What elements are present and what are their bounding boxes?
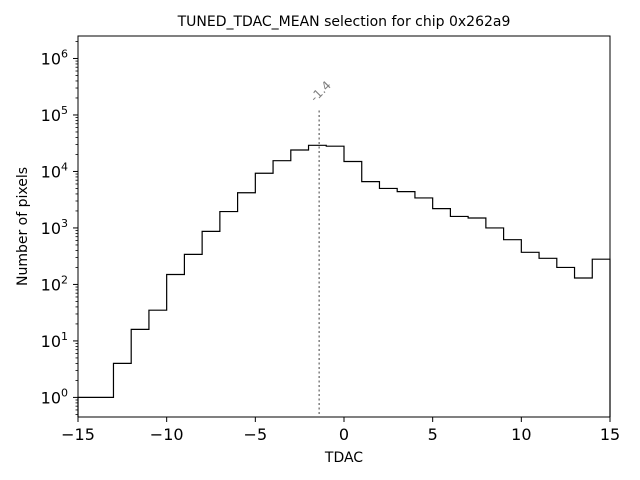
x-tick-label: 0: [339, 425, 349, 444]
x-tick-label: 5: [428, 425, 438, 444]
chart-title: TUNED_TDAC_MEAN selection for chip 0x262…: [177, 14, 511, 30]
y-tick-label: 105: [41, 104, 68, 125]
x-tick-label: 10: [511, 425, 531, 444]
y-tick-label: 100: [41, 386, 68, 407]
y-tick-label: 106: [41, 47, 68, 68]
y-axis-label: Number of pixels: [15, 167, 31, 286]
y-axis: 100 101 102 103 104 105 106: [41, 41, 78, 415]
y-tick-label: 104: [41, 160, 68, 181]
y-tick-label: 103: [41, 217, 68, 238]
x-tick-label: −10: [150, 425, 184, 444]
y-tick-label: 101: [41, 330, 68, 351]
x-axis-label: TDAC: [324, 450, 363, 466]
x-tick-label: 15: [600, 425, 620, 444]
y-tick-label: 102: [41, 273, 68, 294]
histogram-step-line: [77, 144, 611, 417]
x-tick-label: −5: [244, 425, 268, 444]
x-axis: −15 −10 −5 0 5 10 15: [61, 417, 620, 444]
x-tick-label: −15: [61, 425, 95, 444]
